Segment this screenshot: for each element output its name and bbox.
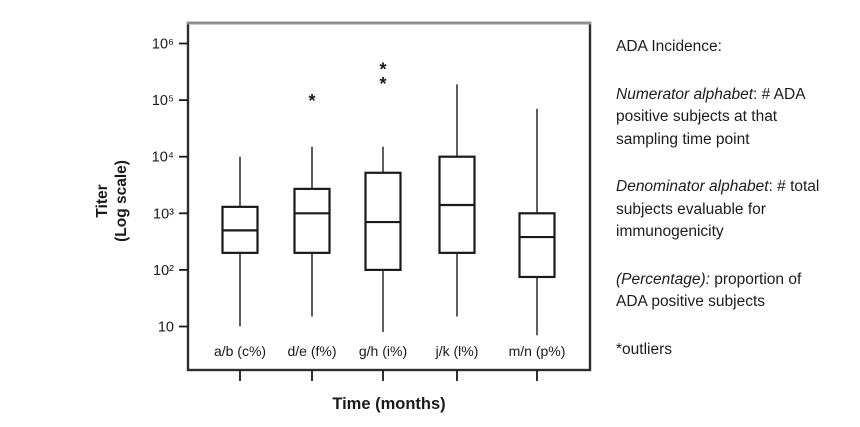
legend-denominator-term: Denominator alphabet (616, 178, 769, 195)
y-tick-label: 10 (158, 320, 174, 336)
outlier-star: * (308, 91, 315, 111)
outlier-star: * (379, 74, 386, 94)
x-category-label: g/h (i%) (359, 343, 407, 359)
y-axis-title-line1: Titer (94, 184, 111, 217)
y-tick-label: 10² (153, 263, 174, 279)
legend-numerator-note: Numerator alphabet: # ADA positive subje… (616, 84, 832, 152)
y-tick-label: 10⁵ (152, 93, 174, 109)
legend-numerator-term: Numerator alphabet (616, 85, 753, 103)
box (518, 212, 556, 279)
y-axis-title-line2: (Log scale) (113, 160, 130, 242)
x-category-label: j/k (l%) (435, 343, 479, 359)
box (293, 187, 331, 254)
boxplot-figure: 10⁶ 10⁵ 10⁴ 10³ 10² 10 a/b (c%) * d/e (f%) * * g/h … (94, 21, 592, 413)
x-category-label: m/n (p%) (509, 343, 566, 359)
outlier-star: * (379, 60, 386, 80)
ada-legend-panel: ADA Incidence: Numerator alphabet: # ADA… (616, 36, 832, 386)
y-tick-label: 10⁴ (152, 150, 174, 166)
legend-outliers-text: *outliers (616, 340, 672, 358)
legend-denominator-note: Denominator alphabet: # total subjects e… (616, 176, 832, 244)
legend-percentage-note: (Percentage): proportion of ADA positive… (616, 269, 832, 314)
legend-outliers-note: *outliers (616, 339, 832, 362)
x-category-label: d/e (f%) (287, 343, 336, 359)
y-tick-label: 10³ (153, 206, 174, 222)
y-axis-title: Titer (Log scale) (94, 160, 130, 242)
legend-title: ADA Incidence: (616, 38, 722, 55)
x-axis-title: Time (months) (332, 395, 445, 413)
legend-numerator-text: : # ADA positive subjects at that sampli… (616, 85, 805, 148)
legend-percentage-text: proportion of ADA positive subjects (616, 270, 802, 311)
y-tick-label: 10⁶ (152, 37, 174, 53)
x-category-label: a/b (c%) (214, 343, 266, 359)
legend-percentage-term: (Percentage): (616, 270, 710, 288)
legend-denominator-text: : # total subjects evaluable for immunog… (616, 178, 820, 240)
